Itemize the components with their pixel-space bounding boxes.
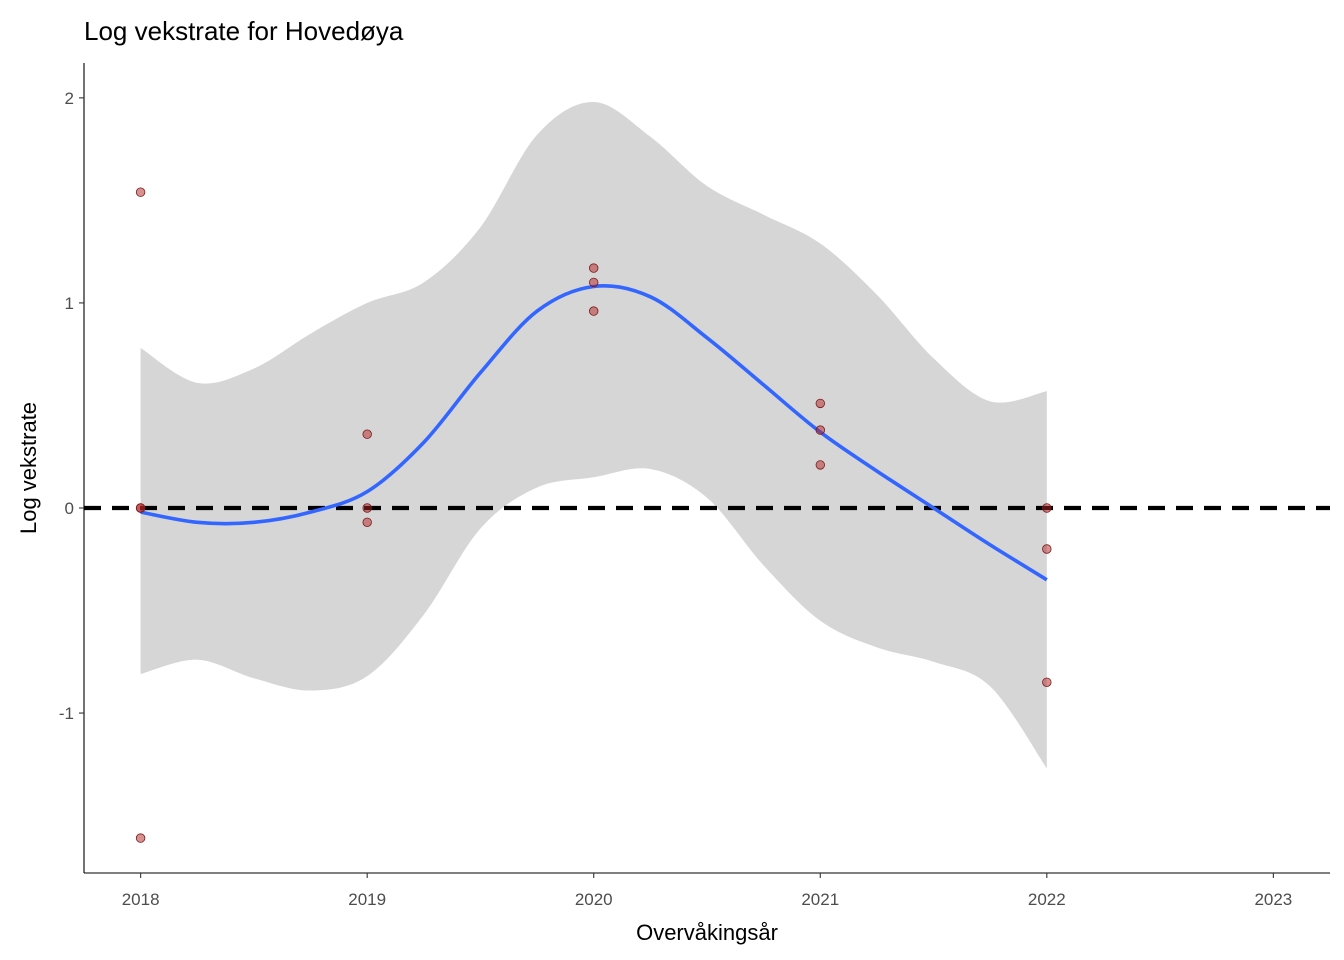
x-tick-label: 2023 xyxy=(1254,890,1292,909)
y-tick-label: 2 xyxy=(65,89,74,108)
data-point xyxy=(589,263,599,273)
chart-title: Log vekstrate for Hovedøya xyxy=(84,16,404,46)
x-tick-label: 2022 xyxy=(1028,890,1066,909)
data-point xyxy=(1042,677,1052,688)
data-point xyxy=(135,187,146,197)
y-tick-label: 1 xyxy=(65,294,74,313)
data-point xyxy=(362,429,372,439)
data-point xyxy=(815,398,826,409)
data-point xyxy=(1042,503,1052,513)
data-point xyxy=(815,460,826,470)
x-tick-label: 2021 xyxy=(801,890,839,909)
data-point xyxy=(362,517,372,528)
x-axis-title: Overvåkingsår xyxy=(636,920,778,945)
confidence-band xyxy=(140,101,1047,769)
data-point xyxy=(135,503,146,513)
y-axis-title: Log vekstrate xyxy=(16,402,41,534)
x-tick-label: 2020 xyxy=(575,890,613,909)
data-point xyxy=(589,306,599,316)
data-point xyxy=(815,425,826,435)
data-point xyxy=(589,277,599,288)
y-tick-label: 0 xyxy=(65,499,74,518)
x-tick-label: 2018 xyxy=(122,890,160,909)
y-tick-label: -1 xyxy=(59,704,74,723)
data-point xyxy=(1042,544,1052,554)
x-tick-label: 2019 xyxy=(348,890,386,909)
data-point xyxy=(135,833,146,843)
data-point xyxy=(362,503,372,513)
